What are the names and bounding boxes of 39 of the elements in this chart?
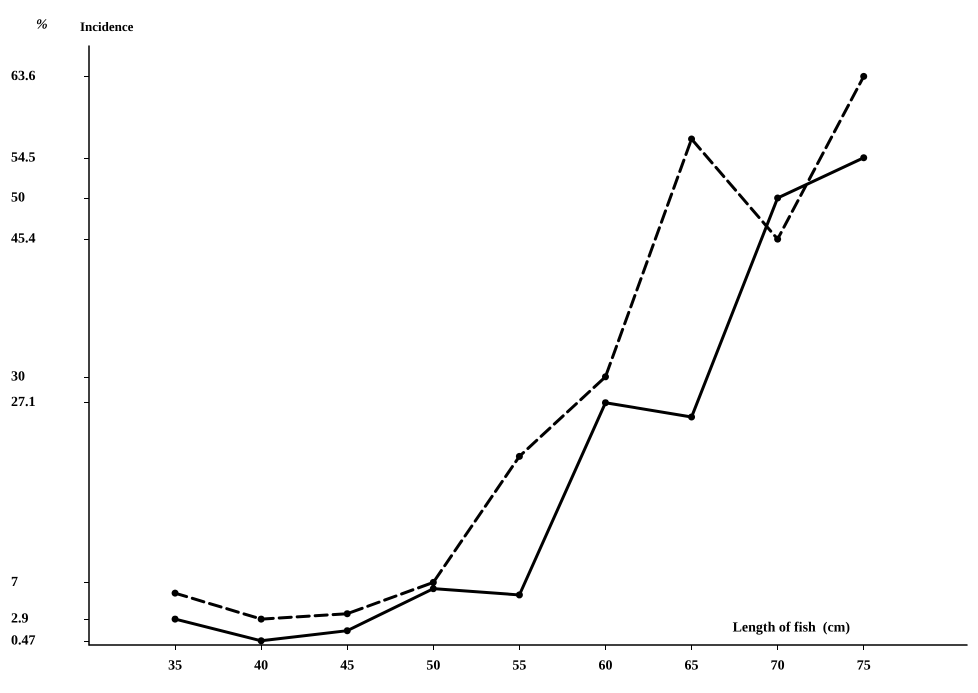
x-tick-label: 40 bbox=[254, 658, 268, 674]
point bbox=[172, 616, 179, 623]
y-tick-label: 50 bbox=[11, 190, 25, 206]
y-axis-title: Incidence bbox=[80, 19, 134, 34]
y-tick-label: 2.9 bbox=[11, 612, 28, 627]
y-tick-label: 45.4 bbox=[11, 232, 36, 247]
x-tick-label: 50 bbox=[426, 658, 440, 674]
point bbox=[344, 627, 351, 634]
point bbox=[688, 135, 696, 142]
point bbox=[258, 616, 265, 623]
x-tick-label: 45 bbox=[340, 658, 354, 674]
x-tick-label: 70 bbox=[770, 658, 785, 674]
x-tick-label: 60 bbox=[598, 658, 612, 674]
point bbox=[774, 236, 782, 243]
point bbox=[602, 373, 609, 380]
point bbox=[344, 610, 351, 618]
x-tick-label: 35 bbox=[168, 658, 182, 674]
point bbox=[860, 72, 868, 80]
point bbox=[258, 637, 265, 644]
x-tick-label: 55 bbox=[512, 658, 526, 674]
y-tick-label: 0.47 bbox=[11, 633, 36, 648]
point bbox=[430, 578, 437, 586]
y-tick-label: 27.1 bbox=[11, 395, 36, 410]
y-tick-label: 54.5 bbox=[11, 150, 36, 166]
point bbox=[430, 585, 437, 592]
text: % bbox=[36, 18, 48, 32]
point bbox=[860, 154, 868, 162]
point bbox=[688, 414, 696, 421]
x-axis-title: Length of fish (cm) bbox=[732, 620, 850, 636]
point bbox=[516, 452, 523, 460]
x-tick-label: 75 bbox=[856, 658, 871, 674]
point bbox=[602, 399, 609, 406]
y-tick-label: 7 bbox=[11, 574, 18, 590]
y-tick-label: 30 bbox=[11, 369, 25, 384]
y-tick-label: 63.6 bbox=[11, 68, 36, 84]
point bbox=[774, 194, 782, 202]
point bbox=[516, 591, 523, 598]
x-tick-label: 65 bbox=[684, 658, 699, 674]
point bbox=[172, 590, 179, 597]
